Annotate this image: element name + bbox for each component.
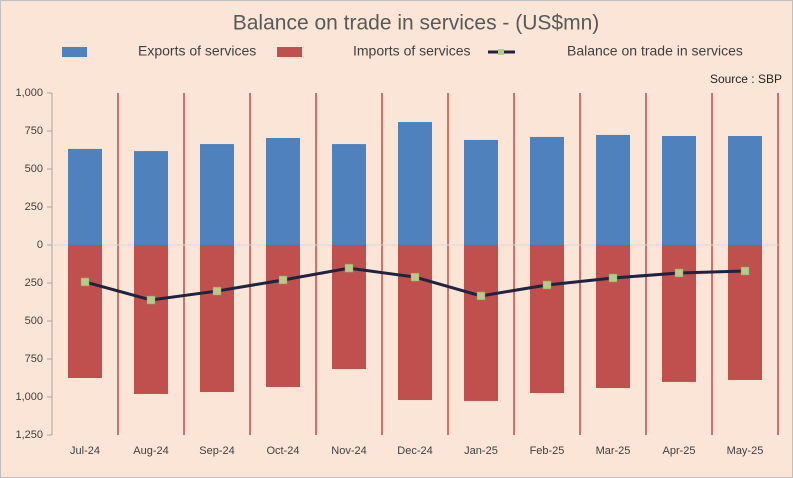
bar xyxy=(596,245,630,389)
bar xyxy=(134,245,168,394)
y-tick-label: 750 xyxy=(25,353,43,365)
bar xyxy=(332,245,366,370)
bar xyxy=(596,134,630,245)
legend-swatch xyxy=(277,47,302,57)
bar xyxy=(68,245,102,378)
legend-swatch xyxy=(62,47,87,57)
x-tick-label: Oct-24 xyxy=(266,445,299,457)
y-tick-label: 500 xyxy=(25,315,43,327)
line-marker xyxy=(740,266,750,276)
bar xyxy=(134,151,168,245)
legend-label: Balance on trade in services xyxy=(567,43,743,59)
y-tick-label: 500 xyxy=(25,163,43,175)
y-tick-label: 750 xyxy=(25,125,43,137)
line-marker xyxy=(410,272,420,282)
bar xyxy=(266,137,300,245)
chart-title: Balance on trade in services - (US$mn) xyxy=(233,12,600,35)
bar xyxy=(728,245,762,380)
x-tick-label: Aug-24 xyxy=(133,445,168,457)
bar xyxy=(530,136,564,245)
x-tick-label: Nov-24 xyxy=(331,445,366,457)
x-tick-label: Apr-25 xyxy=(662,445,695,457)
bar xyxy=(662,245,696,382)
y-tick-label: 0 xyxy=(37,239,43,251)
bar xyxy=(332,144,366,245)
legend-label: Exports of services xyxy=(138,43,256,59)
line-marker xyxy=(608,273,618,283)
x-tick-label: Dec-24 xyxy=(397,445,432,457)
y-tick-label: 1,000 xyxy=(15,87,43,99)
bar xyxy=(200,245,234,392)
line-marker xyxy=(212,286,222,296)
x-tick-label: May-25 xyxy=(727,445,764,457)
bar xyxy=(398,122,432,245)
line-marker xyxy=(344,263,354,273)
bar xyxy=(398,245,432,401)
x-tick-label: Jan-25 xyxy=(464,445,498,457)
y-tick-label: 250 xyxy=(25,201,43,213)
legend-marker xyxy=(498,49,504,55)
line-marker xyxy=(674,268,684,278)
line-marker xyxy=(542,280,552,290)
bar xyxy=(464,139,498,245)
bar xyxy=(266,245,300,387)
bar xyxy=(200,144,234,245)
x-tick-label: Sep-24 xyxy=(199,445,234,457)
y-tick-label: 1,000 xyxy=(15,391,43,403)
legend-label: Imports of services xyxy=(353,43,470,59)
line-marker xyxy=(476,291,486,301)
x-tick-label: Feb-25 xyxy=(530,445,565,457)
bar xyxy=(662,136,696,245)
line-marker xyxy=(80,277,90,287)
bar xyxy=(728,136,762,245)
line-marker xyxy=(278,275,288,285)
y-tick-label: 1,250 xyxy=(15,429,43,441)
bar xyxy=(68,148,102,245)
line-marker xyxy=(146,295,156,305)
y-tick-label: 250 xyxy=(25,277,43,289)
bar xyxy=(464,245,498,401)
bar xyxy=(530,245,564,394)
x-tick-label: Mar-25 xyxy=(596,445,631,457)
x-tick-label: Jul-24 xyxy=(70,445,100,457)
source: Source : SBP xyxy=(710,72,782,86)
